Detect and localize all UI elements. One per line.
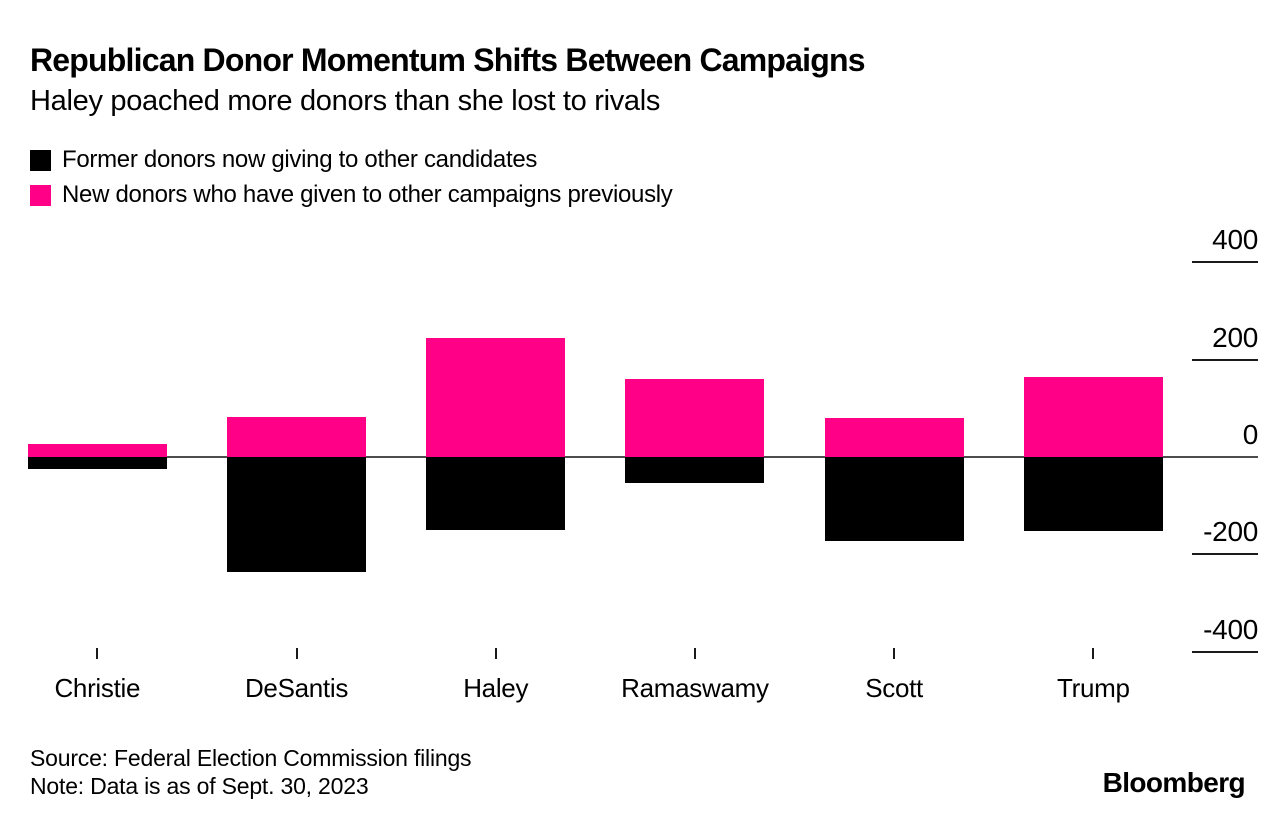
bar-former-haley: [426, 457, 566, 530]
bar-former-trump: [1023, 457, 1163, 532]
x-category-label-trump: Trump: [1056, 673, 1130, 703]
bar-new-haley: [426, 337, 566, 457]
x-category-label-christie: Christie: [54, 673, 141, 703]
y-tick-label: 200: [1212, 321, 1258, 353]
y-tick-label: 400: [1212, 224, 1258, 256]
x-category-label-scott: Scott: [865, 673, 923, 703]
y-tick-label: -200: [1203, 516, 1258, 548]
bloomberg-logo: Bloomberg: [1102, 767, 1246, 798]
chart-subtitle: Haley poached more donors than she lost …: [30, 85, 661, 117]
y-tick-label: -400: [1203, 613, 1258, 645]
note-text: Note: Data is as of Sept. 30, 2023: [30, 773, 369, 799]
bar-new-desantis: [227, 417, 366, 457]
y-tick-line: [1192, 261, 1258, 264]
y-tick-line: [1192, 358, 1258, 361]
y-tick-line: [1192, 553, 1258, 556]
bar-new-scott: [824, 418, 964, 457]
bar-former-christie: [27, 457, 167, 470]
bar-new-trump: [1023, 376, 1163, 457]
y-tick-line: [1192, 650, 1258, 653]
legend-swatch-black-icon: [30, 149, 51, 171]
y-tick-label: 0: [1242, 419, 1259, 450]
chart-legend: Former donors now giving to other candid…: [30, 146, 673, 219]
x-tick-scott: [893, 648, 896, 659]
bar-former-ramaswamy: [625, 457, 765, 484]
bar-former-scott: [824, 457, 964, 542]
bar-former-desantis: [227, 457, 366, 573]
bar-new-christie: [27, 443, 167, 457]
x-tick-ramaswamy: [693, 648, 696, 659]
legend-item-former-donors: Former donors now giving to other candid…: [30, 146, 673, 173]
bar-new-ramaswamy: [625, 378, 765, 457]
x-category-label-desantis: DeSantis: [244, 673, 349, 703]
legend-label-new-donors: New donors who have given to other campa…: [62, 181, 673, 208]
legend-label-former-donors: Former donors now giving to other candid…: [62, 146, 538, 173]
x-category-label-haley: Haley: [463, 673, 529, 703]
x-category-label-ramaswamy: Ramaswamy: [621, 673, 769, 703]
chart-title: Republican Donor Momentum Shifts Between…: [30, 42, 866, 78]
source-text: Source: Federal Election Commission fili…: [30, 745, 472, 771]
legend-item-new-donors: New donors who have given to other campa…: [30, 181, 673, 208]
x-tick-haley: [494, 648, 497, 659]
x-tick-trump: [1092, 648, 1095, 659]
x-tick-christie: [96, 648, 99, 659]
legend-swatch-pink-icon: [30, 184, 51, 206]
x-tick-desantis: [295, 648, 298, 659]
